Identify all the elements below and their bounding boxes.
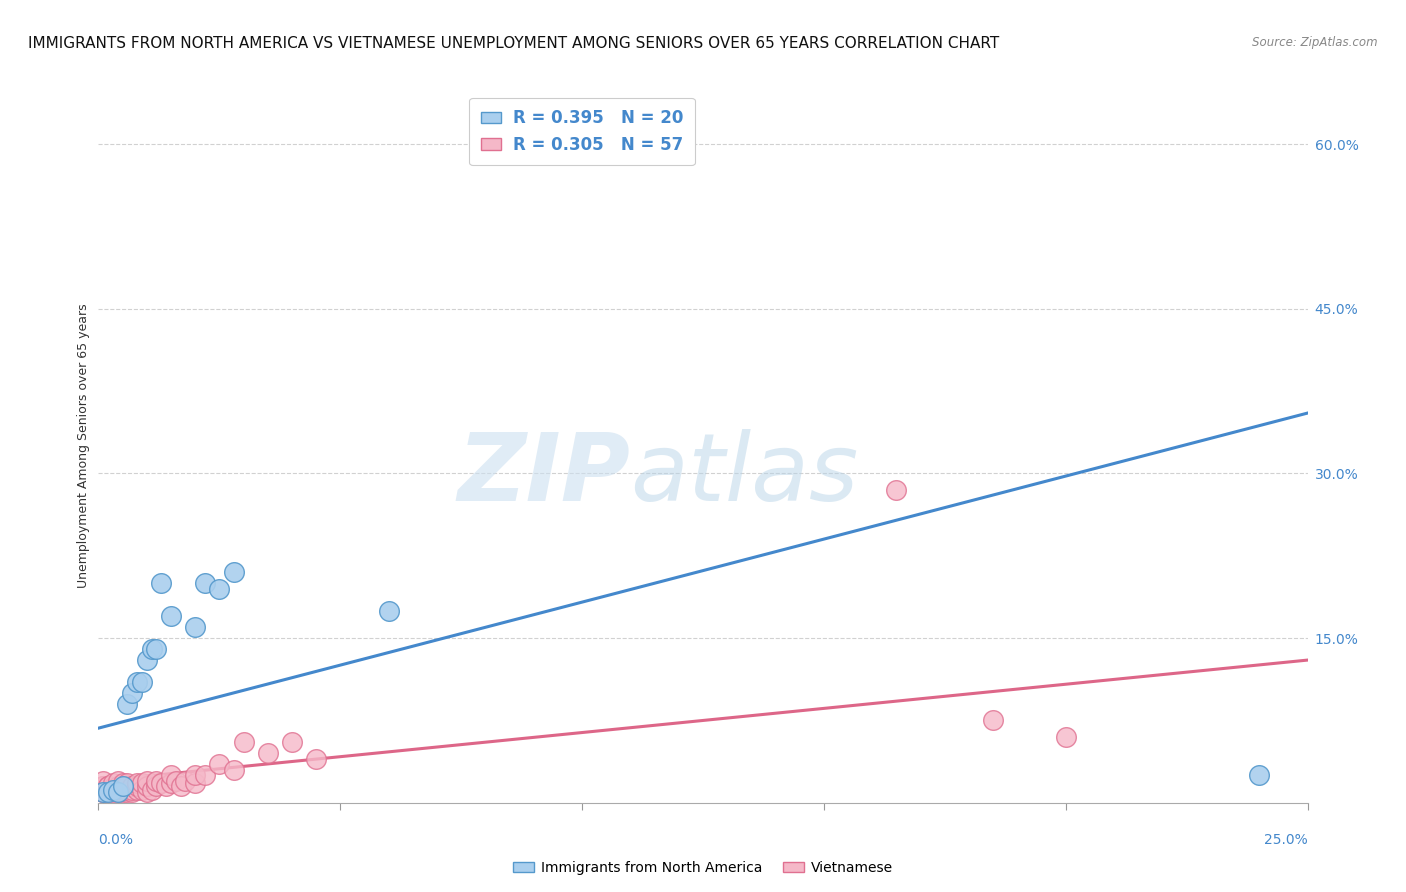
Point [107,780,129,794]
Point [91,773,114,788]
Point [111,785,134,799]
Point [97,785,120,799]
Text: IMMIGRANTS FROM NORTH AMERICA VS VIETNAMESE UNEMPLOYMENT AMONG SENIORS OVER 65 Y: IMMIGRANTS FROM NORTH AMERICA VS VIETNAM… [28,36,1000,51]
Point [131,782,153,797]
Point [117,782,139,797]
Point [1054,730,1077,744]
Point [169,780,191,794]
Point [111,780,134,794]
Point [160,768,183,782]
Point [101,785,124,799]
Point [135,773,157,788]
Text: ZIP: ZIP [457,428,630,521]
Point [101,776,124,790]
Point [222,566,245,580]
Point [91,785,114,799]
Point [135,780,157,794]
Point [886,483,908,497]
Point [97,780,120,794]
Point [150,576,173,591]
Point [91,780,114,794]
Point [135,785,157,799]
Point [160,776,183,790]
Point [141,782,163,797]
Y-axis label: Unemployment Among Seniors over 65 years: Unemployment Among Seniors over 65 years [77,303,90,589]
Point [145,642,167,657]
Point [1249,768,1271,782]
Point [117,780,139,794]
Point [208,757,231,772]
Point [121,686,143,700]
Text: 25.0%: 25.0% [1264,833,1308,847]
Point [305,752,328,766]
Point [107,785,129,799]
Point [256,747,278,761]
Point [111,780,134,794]
Point [107,785,129,799]
Point [97,780,120,794]
Point [127,675,149,690]
Point [91,780,114,794]
Point [184,620,207,634]
Point [184,776,207,790]
Point [121,782,143,797]
Point [101,782,124,797]
Point [281,735,304,749]
Point [121,785,143,799]
Point [165,773,187,788]
Point [97,785,120,799]
Point [160,609,183,624]
Point [107,773,129,788]
Point [135,653,157,667]
Text: Source: ZipAtlas.com: Source: ZipAtlas.com [1253,36,1378,49]
Point [377,604,399,618]
Legend: R = 0.395   N = 20, R = 0.305   N = 57: R = 0.395 N = 20, R = 0.305 N = 57 [470,97,695,165]
Point [150,776,173,790]
Point [91,785,114,799]
Point [117,776,139,790]
Point [184,768,207,782]
Point [174,773,197,788]
Point [194,576,217,591]
Point [127,780,149,794]
Text: atlas: atlas [630,429,859,520]
Point [155,780,177,794]
Point [981,714,1004,728]
Point [232,735,254,749]
Point [127,782,149,797]
Point [194,768,217,782]
Point [131,675,153,690]
Point [117,697,139,711]
Point [131,776,153,790]
Point [145,773,167,788]
Point [111,782,134,797]
Point [145,780,167,794]
Text: 0.0%: 0.0% [98,833,134,847]
Point [101,780,124,795]
Point [117,785,139,799]
Legend: Immigrants from North America, Vietnamese: Immigrants from North America, Vietnames… [508,855,898,880]
Point [111,776,134,790]
Point [107,782,129,797]
Point [208,582,231,596]
Point [141,642,163,657]
Point [127,776,149,790]
Point [121,780,143,794]
Point [91,785,114,799]
Point [222,763,245,777]
Point [101,782,124,797]
